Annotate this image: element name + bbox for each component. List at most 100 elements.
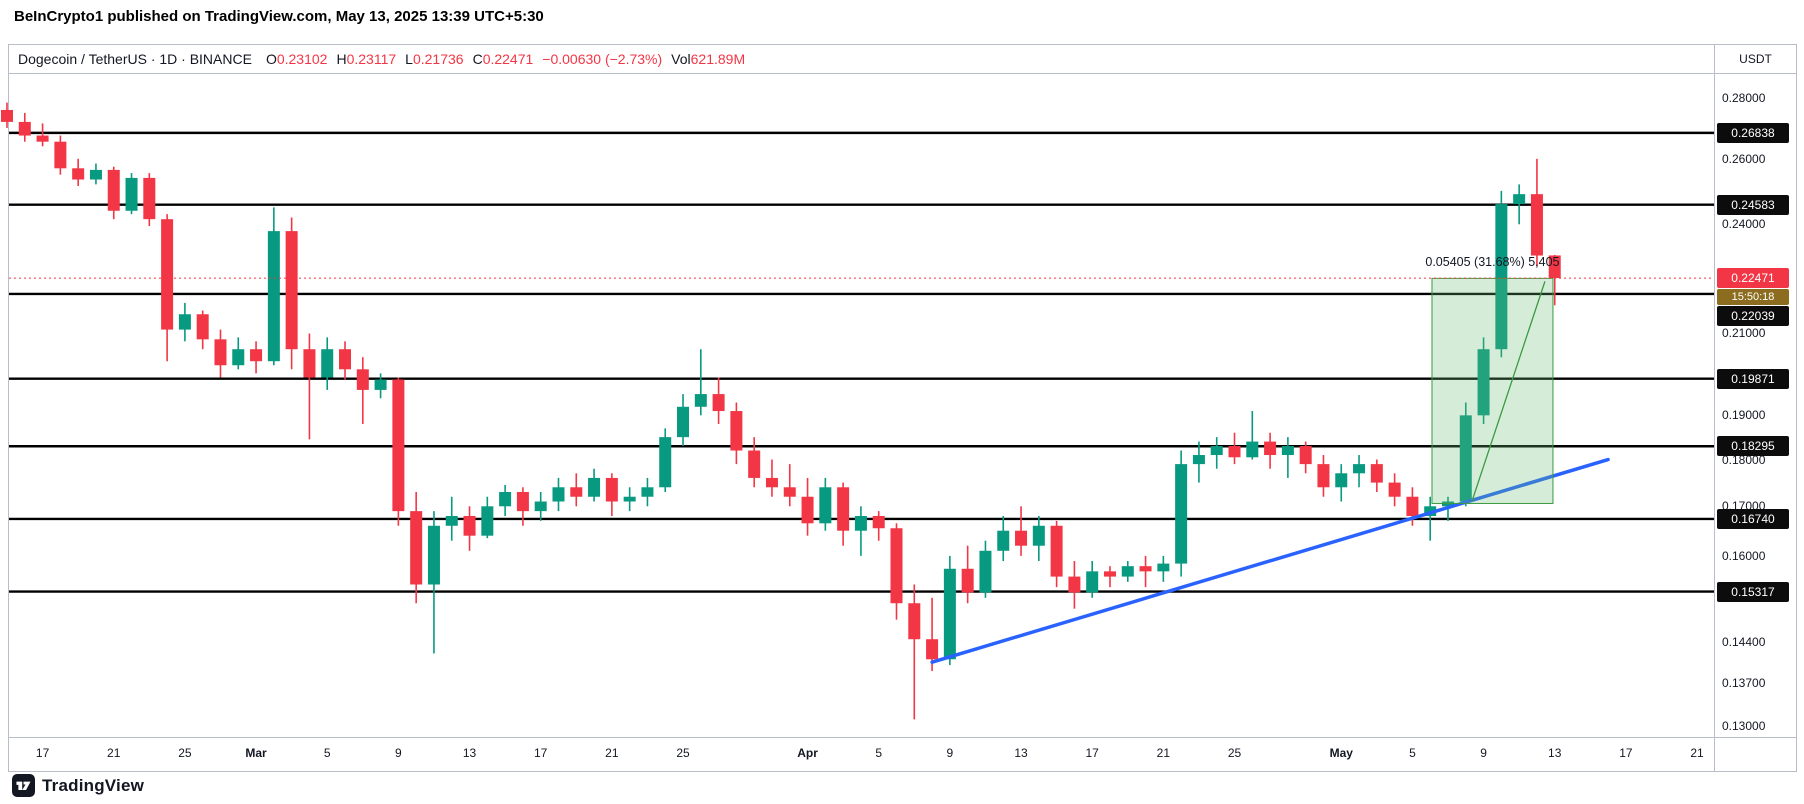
attribution-header: BeInCrypto1 published on TradingView.com… (14, 8, 544, 25)
price-axis-separator-line (1714, 44, 1715, 772)
candle-body (427, 525, 440, 585)
candle-body (267, 231, 280, 362)
candle-body (72, 168, 85, 180)
candle-body (1530, 194, 1543, 256)
chart-frame (8, 44, 1797, 772)
candle-body (1281, 446, 1294, 456)
candle-body (605, 477, 618, 502)
candle-body (1388, 482, 1401, 497)
ohlc-open-value: 0.23102 (276, 50, 328, 67)
symbol-legend: Dogecoin / TetherUS · 1D · BINANCE O0.23… (18, 44, 754, 73)
candle-body (374, 379, 387, 390)
candle-body (1157, 563, 1170, 572)
price-range-annotation: 0.05405 (31.68%) 5,405 (1425, 255, 1560, 270)
candle-body (659, 437, 672, 488)
candle-body (1068, 576, 1081, 593)
candle-body (232, 349, 245, 366)
ohlc-low: L0.21736 (405, 51, 463, 67)
tradingview-wordmark: TradingView (42, 775, 145, 795)
trendline[interactable] (930, 457, 1610, 664)
candle-body (356, 369, 369, 390)
candle-body (303, 349, 316, 378)
candle-body (125, 177, 138, 211)
candle-body (1406, 496, 1419, 516)
candle-body (1121, 566, 1134, 577)
ohlc-low-value: 0.21736 (412, 50, 464, 67)
candle-body (89, 169, 102, 180)
price-change-value: −0.00630 (−2.73%) (542, 50, 663, 67)
price-axis-currency: USDT (1739, 52, 1772, 66)
candle-body (837, 487, 850, 531)
bar-close-countdown: 15:50:18 (1717, 288, 1789, 305)
candle-body (445, 515, 458, 526)
candle-body (1139, 566, 1152, 572)
ohlc-close-value: 0.22471 (482, 50, 534, 67)
candle-body (694, 394, 707, 407)
price-range-diagonal (1471, 281, 1546, 502)
price-range-box[interactable] (1431, 277, 1554, 504)
candle-body (1370, 464, 1383, 483)
candle-body (285, 231, 298, 350)
candle-body (1299, 446, 1312, 465)
candle-body (1317, 464, 1330, 488)
candle-body (997, 530, 1010, 551)
ohlc-close-label: C (472, 50, 483, 67)
candle-body (463, 515, 476, 536)
candle-body (1459, 415, 1472, 502)
candle-body (107, 169, 120, 211)
candle-body (1103, 571, 1116, 577)
ohlc-close: C0.22471 (473, 51, 534, 67)
ohlc-low-label: L (405, 50, 413, 67)
candle-body (943, 568, 956, 660)
candle-body (1192, 455, 1205, 465)
candle-body (1228, 446, 1241, 458)
candle-body (712, 394, 725, 412)
candle-body (979, 550, 992, 593)
tradingview-logo-icon (12, 774, 35, 797)
candle-body (641, 487, 654, 497)
candle-body (516, 491, 529, 512)
volume-label: Vol (671, 50, 691, 67)
candle-body (926, 639, 939, 660)
candle-body (872, 515, 885, 529)
candle-body (623, 496, 636, 502)
candle-body (730, 411, 743, 451)
candle-body (1264, 441, 1277, 456)
candle-body (392, 379, 405, 512)
candle-body (1495, 204, 1508, 350)
candle-body (1210, 446, 1223, 456)
ohlc-high: H0.23117 (336, 51, 396, 67)
candle-body (1175, 464, 1188, 564)
candle-body (161, 219, 174, 330)
candle-body (908, 603, 921, 640)
candle-body (783, 487, 796, 497)
candle-body (748, 450, 761, 478)
candle-body (588, 477, 601, 497)
candle-body (765, 477, 778, 488)
candle-body (1513, 194, 1526, 205)
volume-readout: Vol621.89M (671, 51, 745, 67)
candle-body (36, 135, 49, 142)
candle-body (534, 501, 547, 512)
candle-body (250, 349, 263, 362)
candle-body (143, 177, 156, 220)
candle-body (1, 109, 13, 122)
candle-body (890, 528, 903, 604)
candle-body (1050, 525, 1063, 577)
candle-body (321, 349, 334, 378)
candle-body (481, 506, 494, 536)
candle-body (1477, 349, 1490, 416)
candle-body (54, 141, 67, 169)
ohlc-high-value: 0.23117 (346, 50, 397, 67)
tradingview-footer-link[interactable]: TradingView (12, 774, 144, 797)
last-price-badge: 0.22471 (1717, 268, 1789, 289)
candle-body (499, 491, 512, 507)
ohlc-open-label: O (265, 50, 277, 67)
symbol-title[interactable]: Dogecoin / TetherUS · 1D · BINANCE (18, 50, 252, 67)
candle-body (1086, 571, 1099, 593)
candle-body (552, 487, 565, 502)
candle-body (1246, 441, 1259, 458)
candle-body (677, 406, 690, 438)
candle-body (214, 339, 227, 366)
